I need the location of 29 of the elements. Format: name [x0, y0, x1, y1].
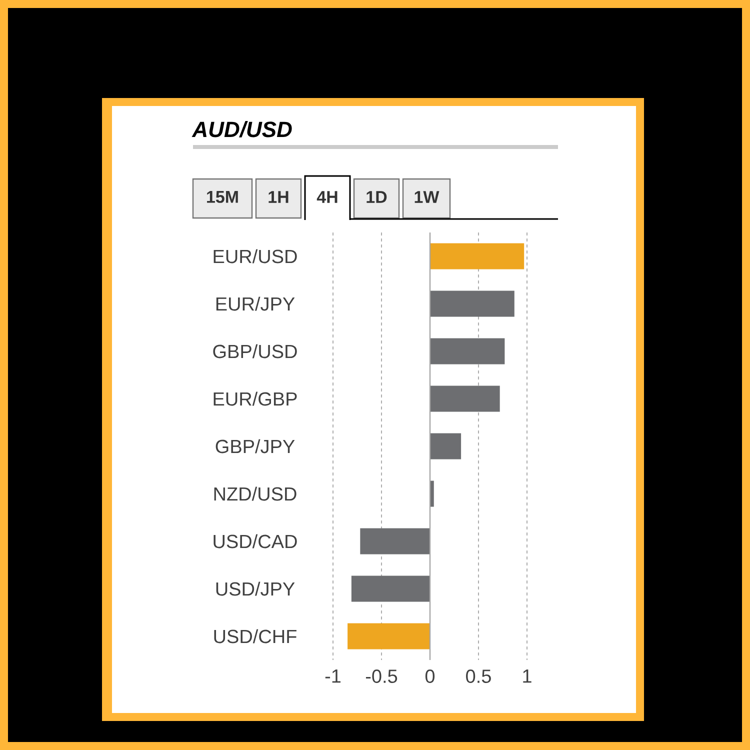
- y-tick-label: USD/JPY: [216, 582, 295, 596]
- text: 4H: [316, 191, 338, 203]
- y-tick-label: GBP/JPY: [216, 439, 295, 454]
- text: 15M: [207, 191, 238, 203]
- bar: [348, 623, 430, 650]
- bar: [430, 290, 514, 317]
- x-tick-label: 0: [425, 670, 435, 683]
- y-tick-label: USD/CHF: [214, 629, 296, 644]
- text: 1D: [366, 191, 387, 203]
- x-tick-label: -1: [325, 670, 341, 683]
- bar: [430, 433, 462, 460]
- x-tick-label: 1: [523, 670, 532, 683]
- y-tick-label: NZD/USD: [214, 486, 296, 501]
- x-tick-label: -0.5: [366, 670, 398, 683]
- bar: [430, 243, 524, 270]
- y-tick-label: EUR/JPY: [216, 296, 295, 311]
- x-tick-label: 0.5: [466, 670, 491, 683]
- bar: [430, 480, 434, 507]
- chart-title: AUD/USD: [192, 121, 292, 138]
- bar: [351, 576, 430, 602]
- text: 1W: [414, 191, 440, 203]
- y-tick-label: USD/CAD: [214, 534, 297, 548]
- y-tick-label: EUR/GBP: [214, 392, 297, 406]
- y-tick-label: GBP/USD: [213, 344, 297, 358]
- bar: [430, 338, 505, 364]
- bar: [360, 528, 430, 554]
- text: 1H: [268, 191, 288, 203]
- bar: [430, 386, 500, 412]
- y-tick-label: EUR/USD: [214, 249, 297, 264]
